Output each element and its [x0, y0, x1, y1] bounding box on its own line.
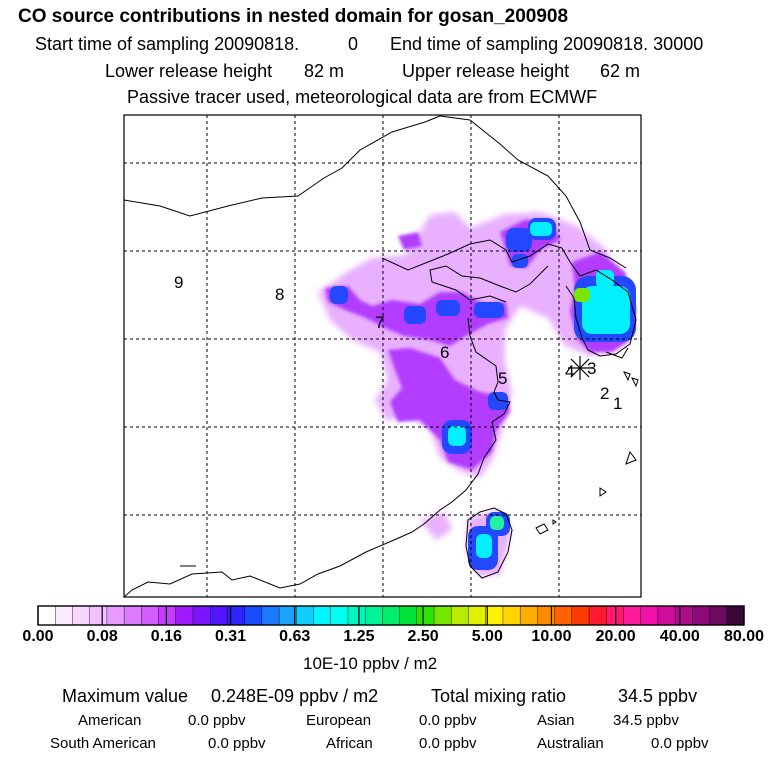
colorbar-bin — [347, 605, 366, 626]
upper-release-label: Upper release height — [402, 61, 570, 81]
colorbar-bin — [485, 605, 504, 626]
colorbar-bin — [123, 605, 142, 626]
coastlines — [124, 115, 639, 597]
region-label-6: 6 — [440, 343, 449, 362]
tracer-note: Passive tracer used, meteorological data… — [127, 87, 598, 107]
colorbar-bin — [623, 605, 642, 626]
colorbar-bin — [554, 605, 573, 626]
colorbar-bin — [364, 605, 383, 626]
region-label-2: 2 — [600, 384, 609, 403]
lower-release-label: Lower release height — [105, 61, 273, 81]
colorbar-bin — [399, 605, 418, 626]
colorbar-bin — [692, 605, 711, 626]
colorbar-bin — [382, 605, 401, 626]
lat-lon-grid — [124, 115, 641, 597]
start-time-label: Start time of sampling 20090818. — [35, 34, 300, 54]
region-label-9: 9 — [174, 273, 183, 292]
colorbar-tick-label: 40.00 — [659, 628, 700, 645]
star-icon — [568, 356, 592, 380]
colorbar-tick-label: 2.50 — [407, 628, 439, 645]
max-value: 0.248E-09 ppbv / m2 — [211, 686, 379, 706]
total-mixing-label: Total mixing ratio — [431, 686, 567, 706]
colorbar-tick-label: 0.63 — [279, 628, 311, 645]
european-value: 0.0 ppbv — [419, 712, 477, 729]
colorbar-tick-label: 0.00 — [22, 628, 54, 645]
colorbar-bin — [72, 605, 91, 626]
south-american-label: South American — [50, 735, 156, 752]
colorbar-bin — [588, 605, 607, 626]
colorbar-bin — [468, 605, 487, 626]
asian-value: 34.5 ppbv — [613, 712, 679, 729]
colorbar-tick-label: 1.25 — [343, 628, 375, 645]
american-value: 0.0 ppbv — [188, 712, 246, 729]
colorbar-tick-label: 0.31 — [214, 628, 247, 645]
colorbar-bin — [640, 605, 659, 626]
australian-value: 0.0 ppbv — [651, 735, 709, 752]
region-label-4: 4 — [565, 362, 574, 381]
colorbar-tick-label: 5.00 — [471, 628, 503, 645]
region-label-1: 1 — [613, 394, 622, 413]
region-label-3: 3 — [587, 359, 596, 378]
colorbar-bin — [313, 605, 332, 626]
map-content — [124, 115, 641, 597]
region-label-7: 7 — [375, 313, 384, 332]
colorbar-bin — [606, 605, 624, 626]
plot-title: CO source contributions in nested domain… — [18, 6, 569, 27]
colorbar-bin — [502, 605, 521, 626]
colorbar-bin — [709, 605, 728, 626]
colorbar-bin — [433, 605, 452, 626]
region-labels: 9 8 7 6 5 4 3 2 1 — [174, 273, 622, 413]
colorbar-bin — [55, 605, 73, 626]
colorbar-bin — [296, 605, 315, 626]
end-time-label: End time of sampling 20090818. 30000 — [390, 34, 704, 54]
colorbar-frame — [37, 605, 745, 626]
colorbar-bin — [244, 605, 263, 626]
colorbar-bin — [141, 605, 160, 626]
colorbar-bin — [89, 605, 108, 626]
colorbar-bin — [451, 605, 469, 626]
colorbar-bin — [278, 605, 297, 626]
south-american-value: 0.0 ppbv — [208, 735, 266, 752]
colorbar-bin — [416, 605, 435, 626]
upper-release-value: 62 m — [600, 61, 641, 81]
lower-release-value: 82 m — [304, 61, 345, 81]
colorbar-bin — [726, 605, 745, 626]
colorbar-tick-label: 0.08 — [86, 628, 118, 645]
asian-label: Asian — [537, 712, 575, 729]
colorbar-bin — [261, 605, 280, 626]
african-label: African — [326, 735, 373, 752]
region-label-5: 5 — [498, 369, 507, 388]
colorbar-bin — [209, 605, 228, 626]
total-mixing-value: 34.5 ppbv — [618, 686, 698, 706]
colorbar-bin — [158, 605, 177, 626]
colorbar-bin — [192, 605, 211, 626]
european-label: European — [306, 712, 372, 729]
colorbar-bin — [175, 605, 194, 626]
colorbar — [37, 605, 745, 626]
colorbar-bin — [674, 605, 693, 626]
colorbar-bin — [330, 605, 349, 626]
colorbar-bin — [657, 605, 676, 626]
african-value: 0.0 ppbv — [419, 735, 477, 752]
colorbar-tick-label: 10.00 — [531, 628, 572, 645]
plume-peak — [448, 222, 630, 558]
colorbar-bin — [537, 605, 556, 626]
colorbar-bin — [571, 605, 590, 626]
colorbar-tick-label: 20.00 — [595, 628, 636, 645]
colorbar-tick-label: 80.00 — [723, 628, 765, 645]
colorbar-bin — [519, 605, 538, 626]
region-label-8: 8 — [275, 285, 284, 304]
max-value-label: Maximum value — [62, 686, 189, 706]
australian-label: Australian — [537, 735, 604, 752]
colorbar-tick-label: 0.16 — [150, 628, 182, 645]
map-frame — [123, 114, 642, 598]
american-label: American — [78, 712, 142, 729]
colorbar-bin — [37, 605, 56, 626]
colorbar-bin — [106, 605, 125, 626]
start-time-value: 0 — [348, 34, 359, 54]
colorbar-unit: 10E-10 ppbv / m2 — [303, 654, 438, 673]
